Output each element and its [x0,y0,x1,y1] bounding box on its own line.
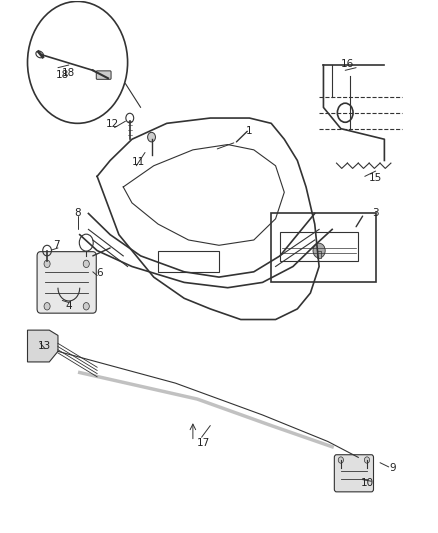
Circle shape [44,303,50,310]
Text: 16: 16 [341,59,354,69]
Text: 17: 17 [197,438,210,448]
FancyBboxPatch shape [96,71,111,79]
Text: 13: 13 [37,341,51,351]
Bar [317,251,321,258]
Circle shape [83,303,89,310]
Ellipse shape [36,51,43,58]
Circle shape [83,260,89,268]
Circle shape [364,457,370,463]
Text: 10: 10 [360,478,374,488]
Text: 15: 15 [369,173,382,183]
FancyBboxPatch shape [37,252,96,313]
Circle shape [338,457,343,463]
Text: 12: 12 [106,119,119,130]
Circle shape [148,132,155,142]
Text: 4: 4 [66,301,72,311]
Circle shape [126,114,134,123]
Polygon shape [28,330,58,362]
Bar [158,251,219,272]
Text: 18: 18 [56,70,69,79]
Text: 9: 9 [390,463,396,473]
Text: 11: 11 [132,157,145,166]
Text: 6: 6 [96,268,102,278]
Circle shape [313,243,325,258]
FancyBboxPatch shape [334,455,374,492]
Bar [280,232,358,261]
Text: 7: 7 [53,240,60,251]
Text: 3: 3 [372,208,379,219]
Bar [271,214,376,282]
Circle shape [79,234,93,251]
Text: 1: 1 [246,126,253,136]
Text: 18: 18 [62,68,75,78]
Circle shape [44,260,50,268]
Text: 8: 8 [74,208,81,219]
